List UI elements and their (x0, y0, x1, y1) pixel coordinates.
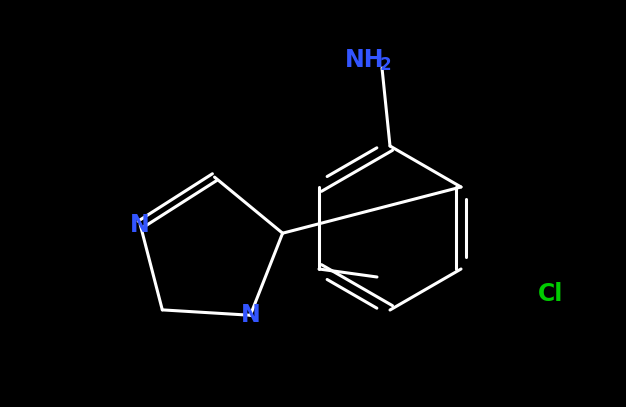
Text: N: N (130, 212, 150, 236)
Text: NH: NH (345, 48, 384, 72)
Text: 2: 2 (380, 56, 392, 74)
Text: Cl: Cl (538, 282, 563, 306)
Text: N: N (240, 303, 260, 327)
